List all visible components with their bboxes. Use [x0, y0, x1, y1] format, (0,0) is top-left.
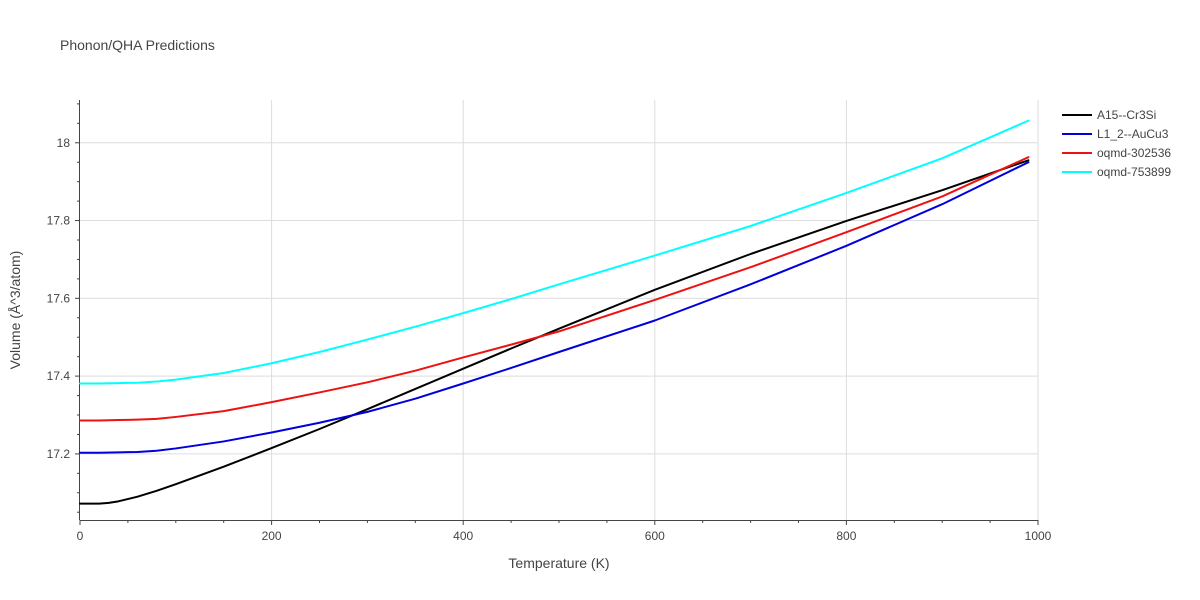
series-line-A15--Cr3Si: [79, 159, 1030, 505]
legend-label: A15--Cr3Si: [1097, 108, 1156, 122]
series-line-oqmd-302536: [79, 156, 1030, 422]
legend-item[interactable]: oqmd-753899: [1062, 165, 1171, 179]
x-tick-label: 200: [262, 529, 282, 543]
legend-label: L1_2--AuCu3: [1097, 127, 1169, 141]
legend-label: oqmd-302536: [1097, 146, 1171, 160]
legend-item[interactable]: oqmd-302536: [1062, 146, 1171, 160]
x-tick-label: 0: [77, 529, 84, 543]
y-tick-label: 18: [57, 136, 71, 150]
y-axis-ticks: 17.2 17.4 17.6 17.8 18: [47, 103, 80, 513]
legend-item[interactable]: A15--Cr3Si: [1062, 108, 1156, 122]
series-lines: [79, 119, 1030, 505]
legend[interactable]: A15--Cr3Si L1_2--AuCu3 oqmd-302536 oqmd-753…: [1062, 108, 1171, 179]
x-axis-label: Temperature (K): [508, 555, 609, 571]
y-tick-label: 17.6: [47, 291, 71, 305]
legend-item[interactable]: L1_2--AuCu3: [1062, 127, 1169, 141]
x-tick-label: 600: [645, 529, 665, 543]
x-axis-ticks: 0 200 400 600 800 1000: [77, 520, 1052, 543]
y-tick-label: 17.8: [47, 214, 71, 228]
legend-label: oqmd-753899: [1097, 165, 1171, 179]
series-line-oqmd-753899: [79, 119, 1030, 385]
series-line-L1_2--AuCu3: [79, 161, 1030, 454]
y-axis-label: Volume (Å^3/atom): [7, 251, 23, 370]
chart-title: Phonon/QHA Predictions: [60, 37, 215, 53]
y-tick-label: 17.4: [47, 369, 71, 383]
x-tick-label: 1000: [1025, 529, 1052, 543]
x-tick-label: 400: [453, 529, 473, 543]
x-tick-label: 800: [836, 529, 856, 543]
y-tick-label: 17.2: [47, 447, 71, 461]
